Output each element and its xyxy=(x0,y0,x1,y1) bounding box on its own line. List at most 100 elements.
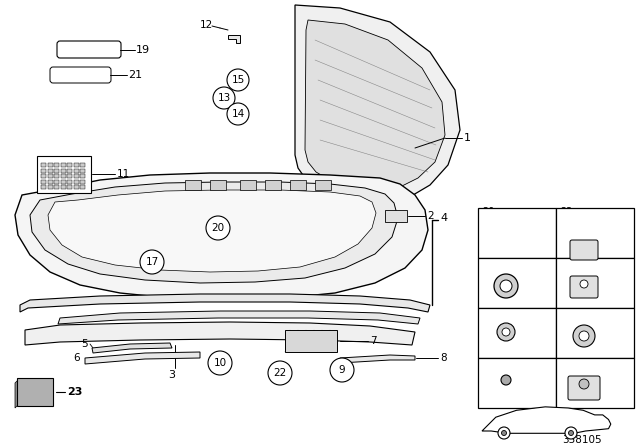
FancyBboxPatch shape xyxy=(41,185,46,189)
Polygon shape xyxy=(15,173,428,300)
FancyBboxPatch shape xyxy=(80,180,85,184)
FancyBboxPatch shape xyxy=(265,180,281,190)
FancyBboxPatch shape xyxy=(17,378,53,406)
Circle shape xyxy=(206,216,230,240)
FancyBboxPatch shape xyxy=(556,258,634,308)
FancyBboxPatch shape xyxy=(67,168,72,172)
Circle shape xyxy=(568,431,573,435)
Circle shape xyxy=(502,239,510,247)
Circle shape xyxy=(501,375,511,385)
FancyBboxPatch shape xyxy=(47,180,52,184)
FancyBboxPatch shape xyxy=(61,185,65,189)
FancyBboxPatch shape xyxy=(556,208,634,258)
Text: 20: 20 xyxy=(482,207,494,217)
Circle shape xyxy=(502,431,506,435)
Text: 15: 15 xyxy=(232,75,244,85)
Circle shape xyxy=(573,325,595,347)
Polygon shape xyxy=(228,35,240,43)
Circle shape xyxy=(140,250,164,274)
Polygon shape xyxy=(58,311,420,324)
Circle shape xyxy=(500,280,512,292)
Circle shape xyxy=(502,328,510,336)
Text: 12: 12 xyxy=(200,20,213,30)
Text: 4: 4 xyxy=(440,213,447,223)
Polygon shape xyxy=(305,20,445,192)
Text: 5: 5 xyxy=(81,339,88,349)
Polygon shape xyxy=(295,5,460,205)
Text: 16: 16 xyxy=(115,243,128,253)
FancyBboxPatch shape xyxy=(285,330,337,352)
Text: 14: 14 xyxy=(482,307,494,317)
FancyBboxPatch shape xyxy=(41,174,46,178)
FancyBboxPatch shape xyxy=(67,174,72,178)
Polygon shape xyxy=(482,407,611,433)
Text: 17: 17 xyxy=(145,257,159,267)
Circle shape xyxy=(565,427,577,439)
Text: 6: 6 xyxy=(74,353,80,363)
Text: 3: 3 xyxy=(168,370,175,380)
FancyBboxPatch shape xyxy=(61,163,65,167)
Polygon shape xyxy=(85,352,200,364)
FancyBboxPatch shape xyxy=(47,163,52,167)
FancyBboxPatch shape xyxy=(74,174,79,178)
FancyBboxPatch shape xyxy=(54,174,59,178)
FancyBboxPatch shape xyxy=(478,308,556,358)
FancyBboxPatch shape xyxy=(80,185,85,189)
Polygon shape xyxy=(340,355,415,363)
Text: 8: 8 xyxy=(440,353,447,363)
FancyBboxPatch shape xyxy=(57,41,121,58)
FancyBboxPatch shape xyxy=(61,180,65,184)
Text: 15: 15 xyxy=(560,257,572,267)
FancyBboxPatch shape xyxy=(570,240,598,260)
FancyBboxPatch shape xyxy=(41,168,46,172)
FancyBboxPatch shape xyxy=(568,376,600,400)
FancyBboxPatch shape xyxy=(54,168,59,172)
FancyBboxPatch shape xyxy=(556,308,634,358)
FancyBboxPatch shape xyxy=(290,180,306,190)
FancyBboxPatch shape xyxy=(240,180,256,190)
FancyBboxPatch shape xyxy=(74,185,79,189)
Polygon shape xyxy=(30,182,398,283)
FancyBboxPatch shape xyxy=(74,168,79,172)
Text: 17: 17 xyxy=(482,257,494,267)
Circle shape xyxy=(497,323,515,341)
FancyBboxPatch shape xyxy=(385,210,407,222)
FancyBboxPatch shape xyxy=(210,180,226,190)
FancyBboxPatch shape xyxy=(67,180,72,184)
Circle shape xyxy=(227,103,249,125)
FancyBboxPatch shape xyxy=(54,185,59,189)
Text: 13: 13 xyxy=(560,307,572,317)
FancyBboxPatch shape xyxy=(47,168,52,172)
FancyBboxPatch shape xyxy=(74,180,79,184)
FancyBboxPatch shape xyxy=(80,163,85,167)
Polygon shape xyxy=(15,380,18,408)
Circle shape xyxy=(268,361,292,385)
Text: 20: 20 xyxy=(211,223,225,233)
Text: 11: 11 xyxy=(117,169,131,179)
Text: 10: 10 xyxy=(482,357,494,367)
Text: 22: 22 xyxy=(560,207,573,217)
Text: 23: 23 xyxy=(67,387,83,397)
Polygon shape xyxy=(20,294,430,312)
FancyBboxPatch shape xyxy=(54,163,59,167)
FancyBboxPatch shape xyxy=(80,168,85,172)
FancyBboxPatch shape xyxy=(556,358,634,408)
Text: 21: 21 xyxy=(128,70,142,80)
Text: 7: 7 xyxy=(370,336,376,346)
FancyBboxPatch shape xyxy=(67,185,72,189)
Polygon shape xyxy=(25,322,415,345)
FancyBboxPatch shape xyxy=(315,180,331,190)
FancyBboxPatch shape xyxy=(54,180,59,184)
Polygon shape xyxy=(48,190,376,272)
Text: 9: 9 xyxy=(560,357,566,367)
Circle shape xyxy=(498,427,510,439)
FancyBboxPatch shape xyxy=(37,156,91,193)
FancyBboxPatch shape xyxy=(80,174,85,178)
Text: 22: 22 xyxy=(273,368,287,378)
Circle shape xyxy=(579,331,589,341)
FancyBboxPatch shape xyxy=(74,163,79,167)
Text: 18: 18 xyxy=(238,217,252,227)
Circle shape xyxy=(227,69,249,91)
Polygon shape xyxy=(92,343,172,353)
Circle shape xyxy=(580,280,588,288)
